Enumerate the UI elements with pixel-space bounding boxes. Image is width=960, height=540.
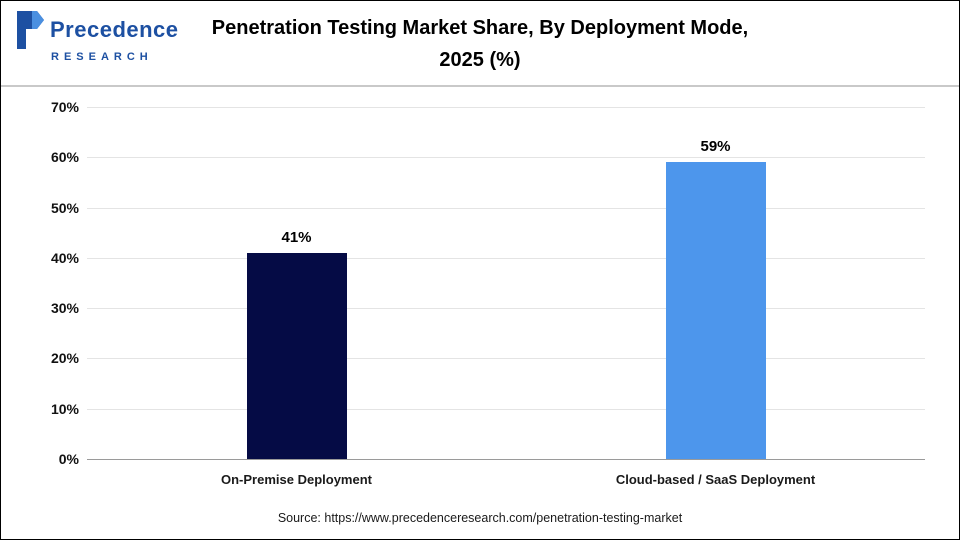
logo-p-icon [17, 11, 44, 49]
x-category-label: On-Premise Deployment [221, 472, 372, 487]
bar-cloud-saas [665, 162, 766, 459]
gridline [87, 358, 925, 360]
chart-title-line1: Penetration Testing Market Share, By Dep… [211, 17, 749, 39]
bar-column: 41% [87, 107, 506, 459]
bar-value-label: 59% [700, 138, 731, 156]
y-tick-label: 10% [50, 400, 79, 417]
gridline [87, 308, 925, 310]
gridline [87, 408, 925, 410]
logo-brand-text: Precedence [50, 17, 179, 42]
y-tick-label: 30% [50, 300, 79, 317]
precedence-research-logo: Precedence RESEARCH [15, 11, 179, 63]
bar-chart: 70% 60% 50% 40% 30% 20% 10% 0% 41% 59% On-Premis… [1, 87, 959, 499]
chart-main: 70% 60% 50% 40% 30% 20% 10% 0% 41% 59% [15, 99, 925, 467]
y-axis: 70% 60% 50% 40% 30% 20% 10% 0% [15, 99, 87, 467]
gridline [87, 257, 925, 259]
chart-header: Precedence RESEARCH Penetration Testing … [1, 1, 959, 87]
gridline [87, 157, 925, 159]
y-tick-label: 40% [50, 249, 79, 266]
y-tick-label: 50% [50, 199, 79, 216]
bar-on-premise [246, 252, 347, 459]
y-tick-label: 70% [50, 99, 79, 115]
y-tick-label: 0% [58, 451, 79, 467]
x-axis-labels: On-Premise Deployment Cloud-based / SaaS … [87, 459, 925, 487]
logo-subtitle-text: RESEARCH [51, 51, 153, 63]
footer: Source: https://www.precedenceresearch.c… [1, 499, 959, 539]
plot-area: 41% 59% [87, 107, 925, 460]
chart-title: Penetration Testing Market Share, By Dep… [1, 1, 959, 76]
y-tick-label: 20% [50, 350, 79, 367]
x-axis-line [87, 459, 925, 460]
gridline [87, 207, 925, 209]
bar-column: 59% [506, 107, 925, 459]
chart-title-line2: 2025 (%) [439, 49, 521, 71]
logo-row: Precedence [15, 11, 179, 49]
y-tick-label: 60% [50, 149, 79, 166]
x-category-label: Cloud-based / SaaS Deployment [615, 472, 816, 487]
source-text: Source: https://www.precedenceresearch.c… [277, 511, 683, 525]
bar-value-label: 41% [281, 228, 312, 246]
gridline [87, 107, 925, 108]
bars-row: 41% 59% [87, 107, 925, 459]
